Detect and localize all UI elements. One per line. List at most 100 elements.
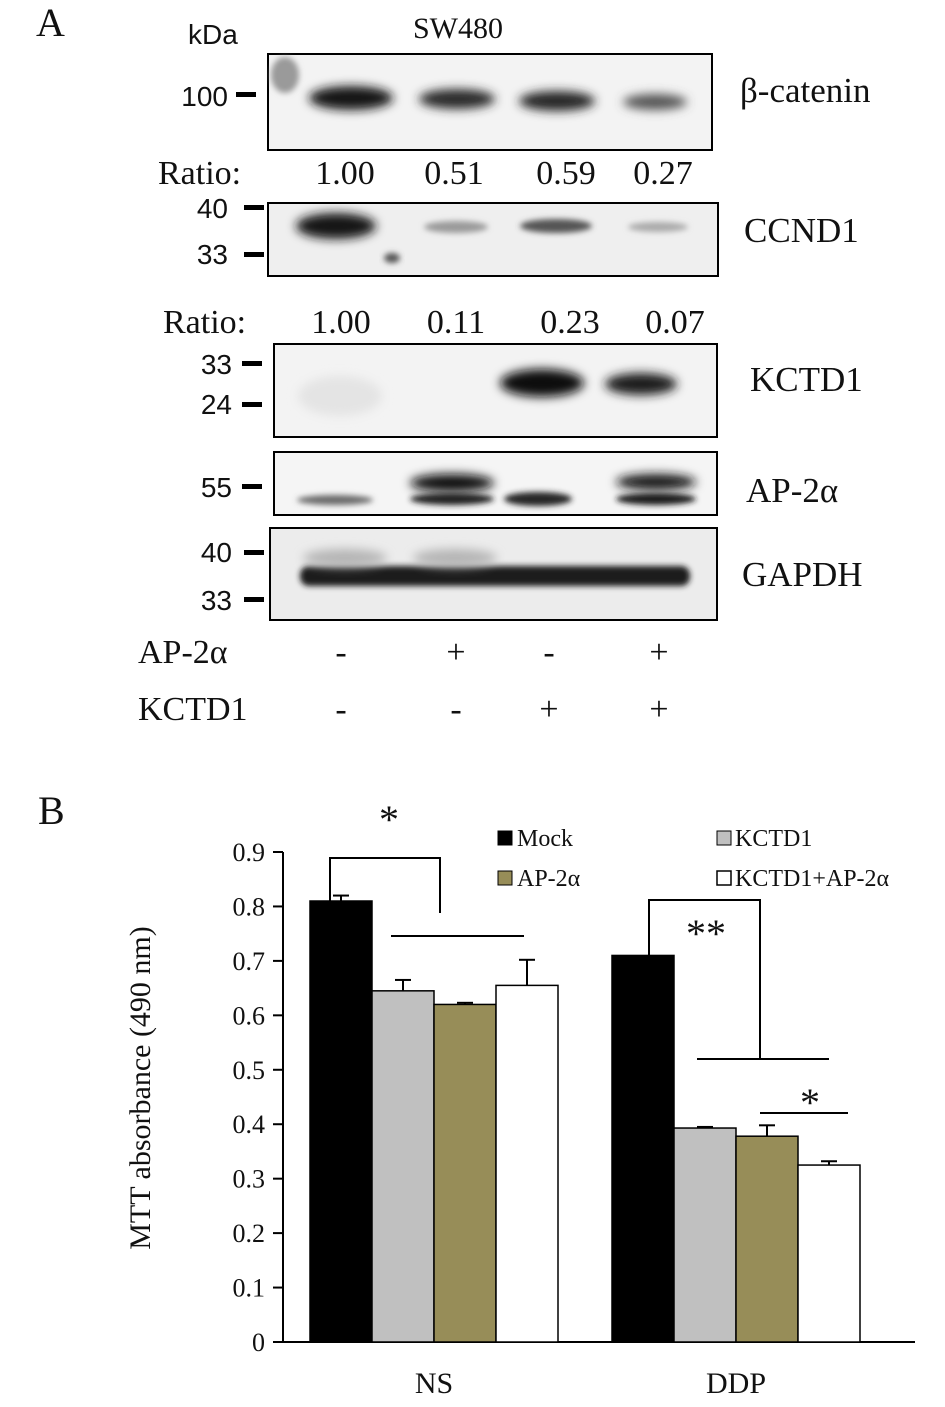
- condition-sign: -: [450, 691, 461, 728]
- ratio-value: 1.00: [311, 304, 371, 341]
- y-tick-label: 0: [252, 1328, 265, 1357]
- y-tick-label: 0.4: [233, 1110, 266, 1139]
- band: [623, 94, 687, 110]
- band: [605, 373, 677, 395]
- marker-55: 55: [201, 472, 232, 503]
- marker-tick: [244, 550, 264, 555]
- panel-b-label: B: [38, 788, 65, 833]
- legend-label-mock: Mock: [517, 826, 573, 852]
- band: [616, 474, 696, 490]
- ratio-value: 0.27: [633, 155, 693, 192]
- marker-tick: [242, 361, 262, 366]
- marker-33: 33: [197, 239, 228, 270]
- band: [309, 86, 393, 110]
- band: [300, 566, 690, 586]
- legend: Mock AP-2α KCTD1 KCTD1+AP-2α: [497, 826, 890, 892]
- significance-star: *: [379, 797, 399, 842]
- band-shadow: [413, 549, 497, 567]
- condition-sign: +: [649, 634, 668, 671]
- marker-33: 33: [201, 585, 232, 616]
- significance-star: **: [686, 911, 726, 956]
- ratio-value: 0.59: [536, 155, 596, 192]
- y-tick-label: 0.1: [233, 1274, 266, 1303]
- condition-label-ap2a: AP-2α: [138, 634, 228, 671]
- band: [410, 474, 494, 492]
- bar: [611, 954, 675, 1343]
- significance-star: *: [800, 1080, 820, 1125]
- legend-swatch-kctd1: [716, 830, 732, 846]
- blot-label-gapdh: GAPDH: [742, 555, 863, 594]
- bar: [433, 1003, 497, 1343]
- bar-chart: 0 0.1 0.2 0.3 0.4 0.5 0.6 0.7 0.8 0.9 NS DDP: [233, 838, 915, 1400]
- band: [419, 89, 495, 109]
- bar: [797, 1164, 861, 1343]
- y-tick-label: 0.2: [233, 1219, 266, 1248]
- y-axis-label: MTT absorbance (490 nm): [124, 926, 157, 1250]
- marker-40: 40: [201, 537, 232, 568]
- legend-label-kctd1-ap2a: KCTD1+AP-2α: [735, 866, 890, 892]
- band: [297, 495, 373, 505]
- band: [504, 492, 572, 506]
- blot-gapdh: [269, 527, 718, 621]
- band: [520, 219, 592, 233]
- cell-line-label: SW480: [413, 12, 503, 45]
- blot-label-ccnd1: CCND1: [744, 211, 859, 250]
- blot-kctd1: [273, 343, 718, 438]
- background-haze: [298, 376, 382, 416]
- bar: [735, 1135, 799, 1343]
- condition-sign: +: [539, 691, 558, 728]
- ratio-value: 0.11: [427, 304, 485, 341]
- y-tick-label: 0.7: [233, 947, 266, 976]
- ratio-value: 1.00: [315, 155, 375, 192]
- band: [296, 213, 376, 239]
- marker-tick: [244, 252, 264, 257]
- bar: [495, 984, 559, 1343]
- ratio-label: Ratio:: [158, 155, 241, 192]
- marker-33: 33: [201, 349, 232, 380]
- condition-sign: +: [446, 634, 465, 671]
- x-category-label: DDP: [706, 1367, 766, 1400]
- condition-sign: +: [649, 691, 668, 728]
- marker-tick: [236, 92, 256, 97]
- bar: [309, 900, 373, 1343]
- blot-label-ap2a: AP-2α: [746, 471, 838, 510]
- x-category-label: NS: [415, 1367, 453, 1400]
- kda-label: kDa: [188, 19, 238, 50]
- marker-tick: [244, 205, 264, 210]
- ratio-value: 0.51: [424, 155, 484, 192]
- significance-ns: *: [329, 797, 524, 937]
- panel-a-label: A: [36, 0, 65, 45]
- band: [424, 221, 488, 233]
- band: [519, 91, 595, 111]
- blot-smudge: [271, 57, 299, 93]
- condition-sign: -: [335, 634, 346, 671]
- band-shadow: [303, 549, 387, 567]
- marker-24: 24: [201, 389, 232, 420]
- blot-ccnd1: [267, 202, 719, 277]
- marker-100: 100: [181, 81, 228, 112]
- marker-tick: [242, 402, 262, 407]
- band: [500, 369, 584, 397]
- blot-beta-catenin: [267, 53, 713, 151]
- marker-tick: [242, 484, 262, 489]
- y-tick-label: 0.6: [233, 1001, 266, 1030]
- y-tick-label: 0.5: [233, 1056, 266, 1085]
- blot-label-kctd1: KCTD1: [750, 360, 863, 399]
- bar: [673, 1127, 737, 1343]
- ratio-label: Ratio:: [163, 304, 246, 341]
- legend-label-kctd1: KCTD1: [735, 826, 812, 852]
- band: [616, 493, 696, 505]
- bracket: [648, 899, 761, 1059]
- bar: [371, 990, 435, 1343]
- marker-40: 40: [197, 193, 228, 224]
- legend-swatch-kctd1-ap2a: [716, 870, 732, 886]
- blot-speck: [384, 253, 400, 263]
- blot-label-beta-catenin: β-catenin: [740, 71, 871, 110]
- marker-tick: [244, 597, 264, 602]
- blot-ap2a: [273, 451, 718, 516]
- ratio-value: 0.23: [540, 304, 600, 341]
- legend-swatch-ap2a: [497, 870, 513, 886]
- significance-ddp-2: *: [760, 1080, 848, 1125]
